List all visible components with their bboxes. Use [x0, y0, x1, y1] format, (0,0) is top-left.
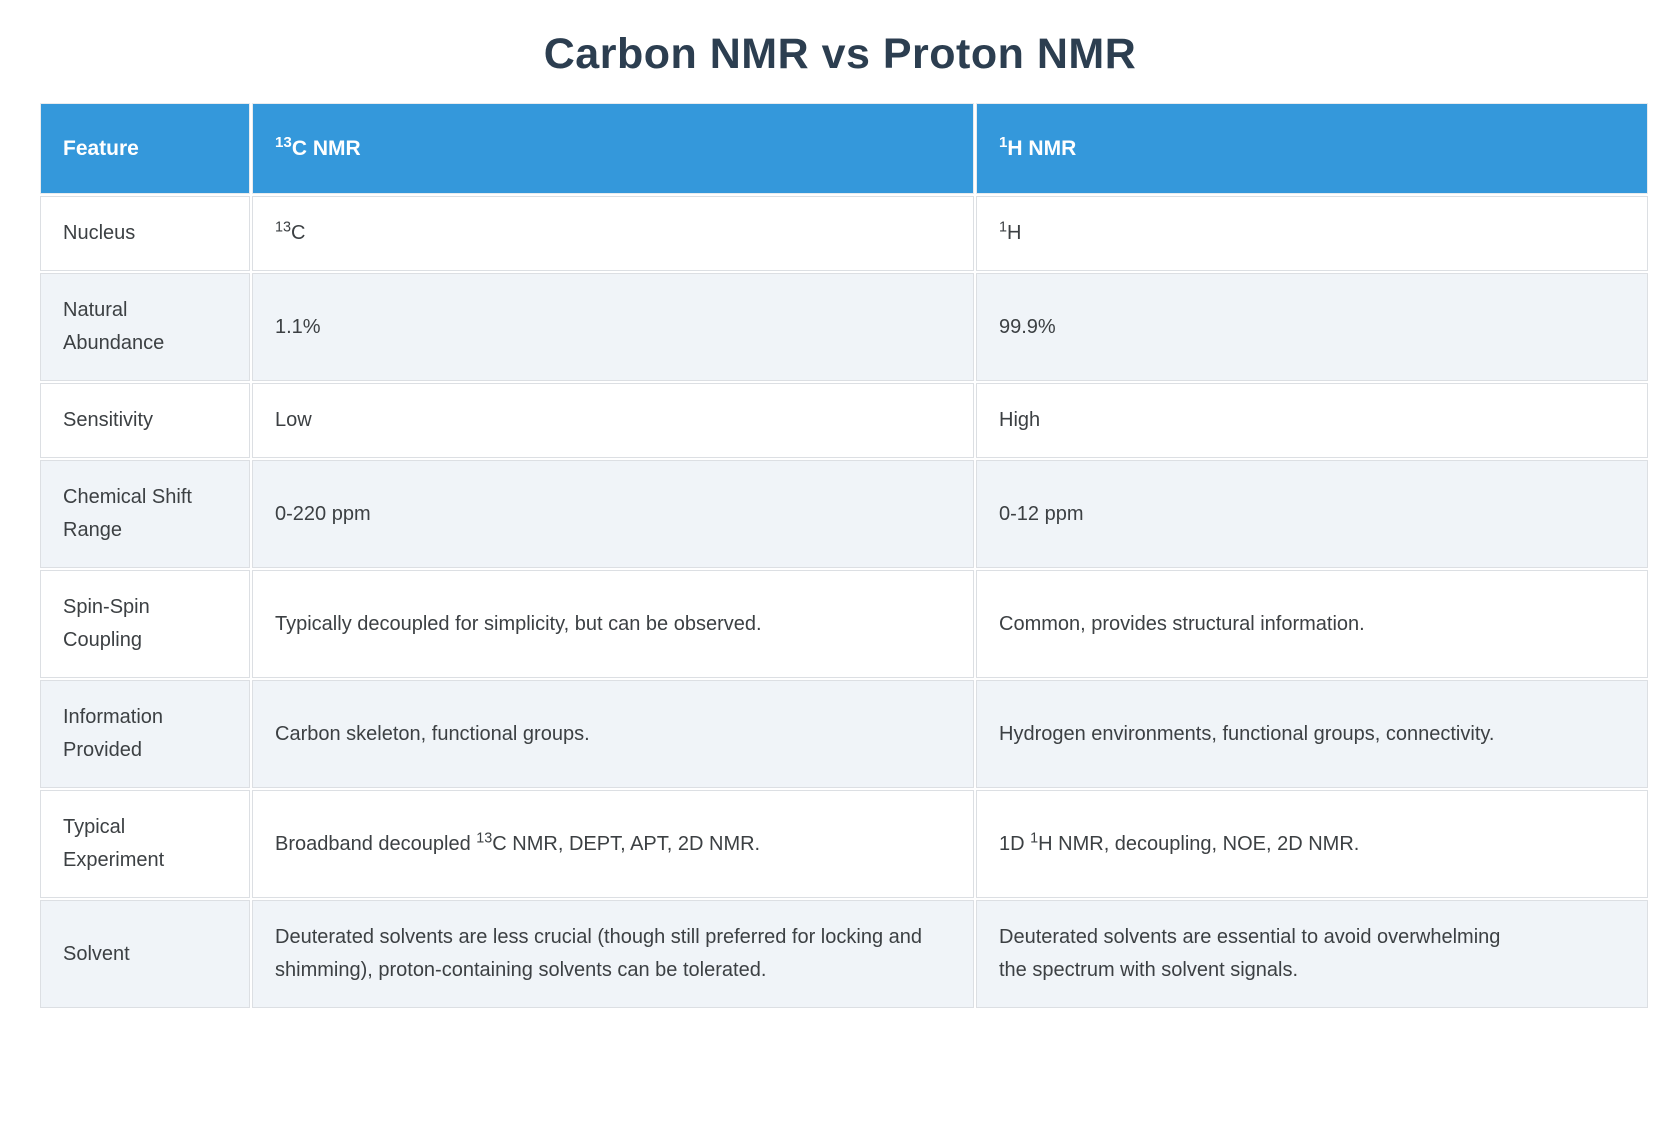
table-row: Natural Abundance 1.1% 99.9% — [40, 273, 1648, 381]
feature-cell: Spin-Spin Coupling — [40, 570, 250, 678]
h1-cell: 99.9% — [976, 273, 1648, 381]
c13-cell: 0-220 ppm — [252, 460, 974, 568]
c13-cell: 1.1% — [252, 273, 974, 381]
feature-cell: Information Provided — [40, 680, 250, 788]
h1-cell: Common, provides structural information. — [976, 570, 1648, 678]
table-row: Sensitivity Low High — [40, 383, 1648, 458]
feature-cell: Chemical Shift Range — [40, 460, 250, 568]
c13-cell: Typically decoupled for simplicity, but … — [252, 570, 974, 678]
comparison-table: Feature 13C NMR 1H NMR Nucleus 13C 1H Na… — [38, 101, 1650, 1010]
h1-cell: Deuterated solvents are essential to avo… — [976, 900, 1648, 1008]
h1-cell: High — [976, 383, 1648, 458]
c13-cell: 13C — [252, 196, 974, 271]
feature-cell: Solvent — [40, 900, 250, 1008]
feature-cell: Sensitivity — [40, 383, 250, 458]
column-header-h1-nmr: 1H NMR — [976, 103, 1648, 194]
c13-cell: Carbon skeleton, functional groups. — [252, 680, 974, 788]
feature-cell: Typical Experiment — [40, 790, 250, 898]
table-row: Solvent Deuterated solvents are less cru… — [40, 900, 1648, 1008]
table-row: Spin-Spin Coupling Typically decoupled f… — [40, 570, 1648, 678]
feature-cell: Nucleus — [40, 196, 250, 271]
c13-cell: Deuterated solvents are less crucial (th… — [252, 900, 974, 1008]
c13-cell: Broadband decoupled 13C NMR, DEPT, APT, … — [252, 790, 974, 898]
table-row: Chemical Shift Range 0-220 ppm 0-12 ppm — [40, 460, 1648, 568]
h1-cell: 1H — [976, 196, 1648, 271]
h1-cell: Hydrogen environments, functional groups… — [976, 680, 1648, 788]
column-header-feature: Feature — [40, 103, 250, 194]
table-row: Information Provided Carbon skeleton, fu… — [40, 680, 1648, 788]
table-row: Nucleus 13C 1H — [40, 196, 1648, 271]
page-title: Carbon NMR vs Proton NMR — [543, 30, 1137, 78]
header-row: Feature 13C NMR 1H NMR — [40, 103, 1648, 194]
table-row: Typical Experiment Broadband decoupled 1… — [40, 790, 1648, 898]
c13-cell: Low — [252, 383, 974, 458]
feature-cell: Natural Abundance — [40, 273, 250, 381]
h1-cell: 0-12 ppm — [976, 460, 1648, 568]
column-header-c13-nmr: 13C NMR — [252, 103, 974, 194]
h1-cell: 1D 1H NMR, decoupling, NOE, 2D NMR. — [976, 790, 1648, 898]
